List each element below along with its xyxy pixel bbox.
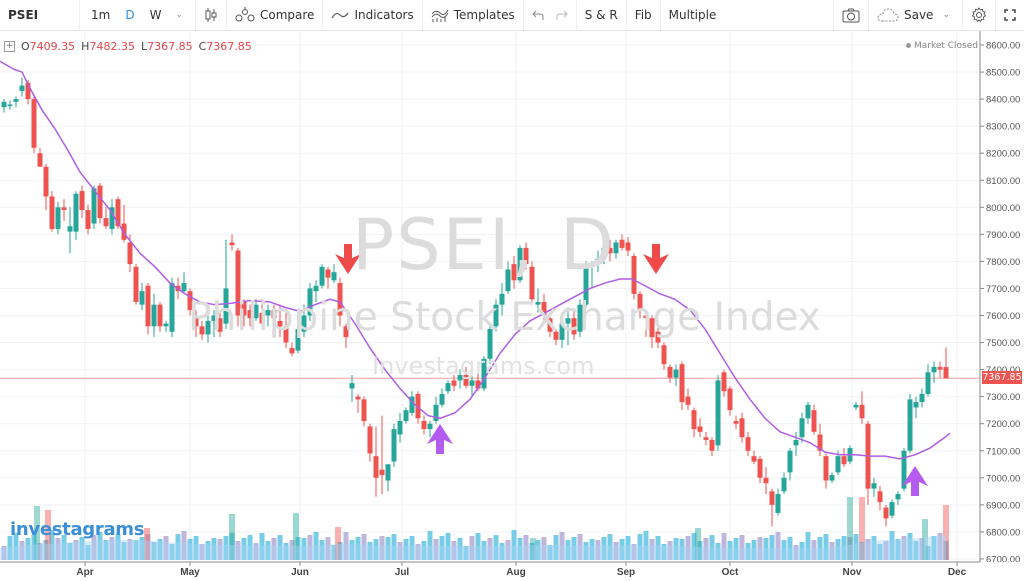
price-axis[interactable]: 8600.00 8500.00 8400.00 8300.00 8200.00 8100.… (979, 31, 1024, 577)
svg-text:7500.00: 7500.00 (986, 338, 1020, 349)
chart-type-button[interactable] (196, 0, 227, 30)
interval-d[interactable]: D (125, 8, 135, 22)
svg-text:Sep: Sep (617, 567, 635, 577)
status-dot-icon (905, 43, 911, 48)
svg-text:7200.00: 7200.00 (986, 419, 1020, 430)
svg-text:Nov: Nov (843, 567, 862, 577)
indicators-button[interactable]: Indicators (323, 0, 423, 30)
svg-text:8200.00: 8200.00 (986, 149, 1020, 160)
compare-icon (235, 7, 255, 23)
svg-text:6800.00: 6800.00 (986, 527, 1020, 538)
fib-button[interactable]: Fib (627, 0, 661, 30)
svg-text:8400.00: 8400.00 (986, 95, 1020, 106)
ohlc-high: H7482.35 (81, 40, 135, 53)
arrow-down-icon (643, 244, 669, 274)
gear-icon (971, 7, 987, 23)
ohlc-close: C7367.85 (198, 40, 252, 53)
fullscreen-button[interactable] (996, 0, 1024, 30)
time-axis[interactable]: Apr May Jun Jul Aug Sep Oct Nov Dec (0, 561, 1024, 578)
fullscreen-icon (1004, 9, 1016, 21)
svg-text:7000.00: 7000.00 (986, 473, 1020, 484)
camera-icon (842, 8, 860, 23)
ohlc-legend: + O7409.35 H7482.35 L7367.85 C7367.85 (4, 40, 252, 53)
sr-button[interactable]: S & R (577, 0, 627, 30)
last-price-label: 7367.85 (982, 371, 1022, 384)
templates-icon (431, 7, 449, 23)
svg-text:Apr: Apr (76, 567, 93, 577)
arrow-up-icon (902, 466, 928, 496)
svg-text:7600.00: 7600.00 (986, 311, 1020, 322)
top-toolbar: PSEI 1m D W ⌄ Compare Indicators Templat… (0, 0, 1024, 31)
chevron-down-icon[interactable]: ⌄ (942, 10, 950, 20)
candlestick-icon (204, 7, 218, 23)
multiple-button[interactable]: Multiple (668, 8, 717, 22)
undo-redo-group (524, 0, 577, 30)
chart-area[interactable]: 8600.00 8500.00 8400.00 8300.00 8200.00 8100.… (0, 31, 1024, 578)
svg-text:7300.00: 7300.00 (986, 392, 1020, 403)
compare-button[interactable]: Compare (227, 0, 324, 30)
svg-text:Dec: Dec (948, 567, 967, 577)
svg-text:6700.00: 6700.00 (986, 554, 1020, 565)
svg-text:Jul: Jul (395, 567, 410, 577)
market-status: Market Closed (905, 41, 978, 51)
compare-label: Compare (260, 8, 315, 22)
symbol-search[interactable]: PSEI (0, 0, 80, 30)
svg-text:Aug: Aug (506, 567, 525, 577)
cloud-icon (877, 8, 899, 22)
svg-text:7400.00: 7400.00 (986, 365, 1020, 376)
undo-icon[interactable] (532, 9, 544, 21)
interval-1m[interactable]: 1m (91, 8, 111, 22)
interval-group: 1m D W ⌄ (80, 0, 196, 30)
ohlc-low: L7367.85 (140, 40, 193, 53)
svg-text:7100.00: 7100.00 (986, 446, 1020, 457)
price-chart[interactable]: 8600.00 8500.00 8400.00 8300.00 8200.00 8100.… (0, 31, 1024, 578)
svg-text:Jun: Jun (291, 567, 309, 577)
svg-text:Oct: Oct (722, 567, 739, 577)
snapshot-button[interactable] (832, 0, 869, 30)
grid (0, 31, 980, 560)
redo-icon[interactable] (556, 9, 568, 21)
expand-legend-icon[interactable]: + (4, 41, 15, 52)
svg-text:8600.00: 8600.00 (986, 41, 1020, 52)
svg-text:8300.00: 8300.00 (986, 122, 1020, 133)
indicators-wave-icon (331, 10, 349, 20)
save-button[interactable]: Save ⌄ (869, 0, 963, 30)
indicators-label: Indicators (354, 8, 414, 22)
svg-text:6900.00: 6900.00 (986, 500, 1020, 511)
ohlc-open: O7409.35 (21, 40, 76, 53)
svg-text:7800.00: 7800.00 (986, 257, 1020, 268)
investagrams-logo: investagrams (10, 519, 145, 540)
arrow-up-icon (427, 424, 453, 454)
templates-label: Templates (453, 8, 515, 22)
svg-text:8500.00: 8500.00 (986, 68, 1020, 79)
svg-text:7700.00: 7700.00 (986, 284, 1020, 295)
svg-text:7900.00: 7900.00 (986, 230, 1020, 241)
moving-average-line (0, 60, 951, 460)
save-label: Save (903, 8, 934, 22)
chevron-down-icon[interactable]: ⌄ (175, 10, 183, 20)
svg-text:8000.00: 8000.00 (986, 203, 1020, 214)
svg-text:8100.00: 8100.00 (986, 176, 1020, 187)
templates-button[interactable]: Templates (423, 0, 524, 30)
arrow-down-icon (335, 244, 361, 274)
candles (1, 77, 949, 527)
interval-w[interactable]: W (149, 8, 162, 22)
volume-pane (0, 497, 949, 560)
settings-button[interactable] (963, 0, 996, 30)
svg-text:May: May (180, 567, 200, 577)
